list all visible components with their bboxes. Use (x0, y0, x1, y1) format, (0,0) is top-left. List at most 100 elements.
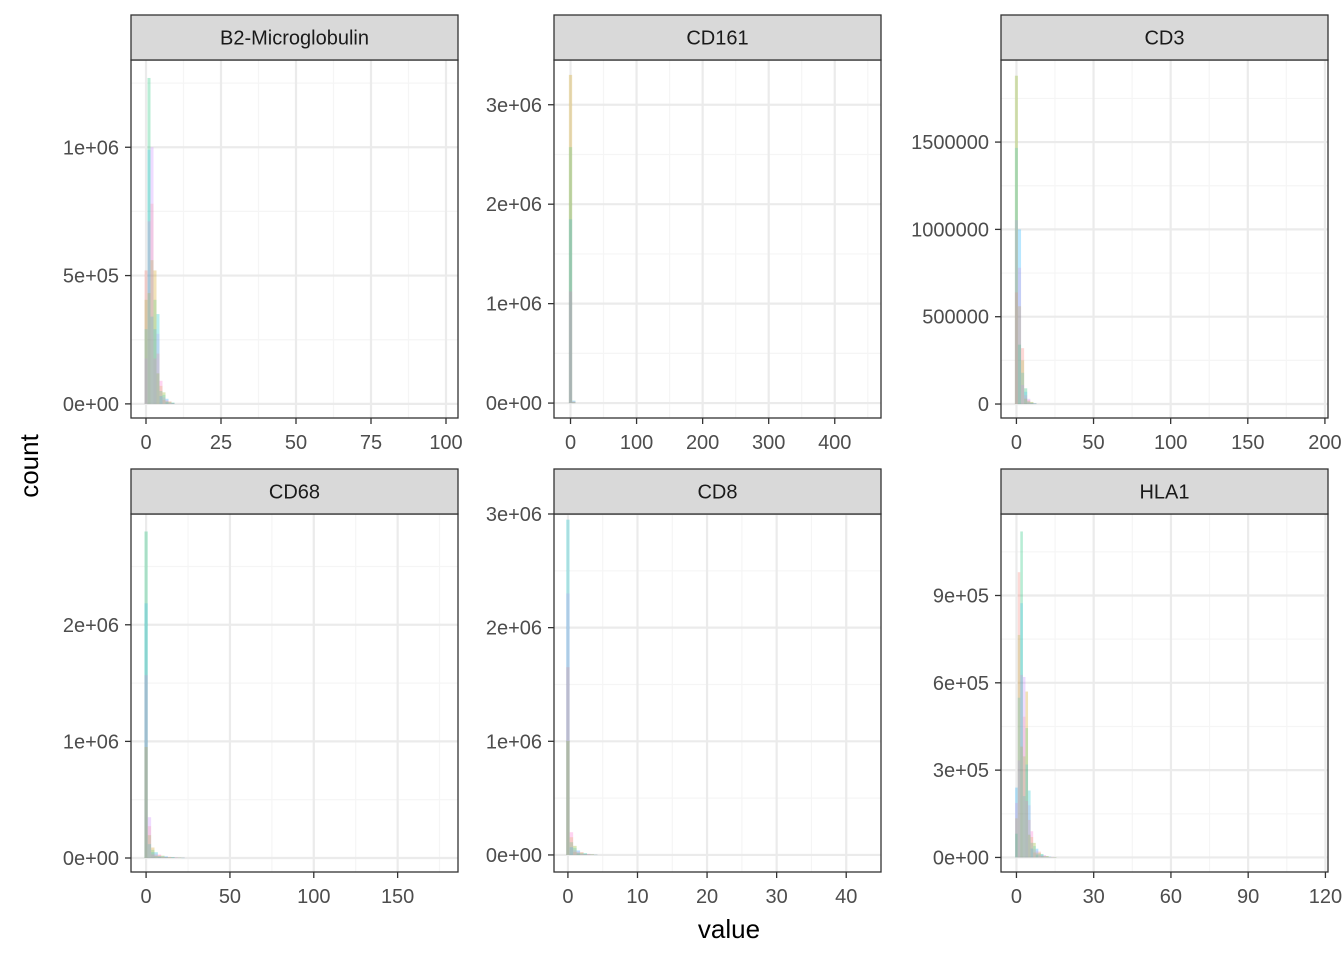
x-tick-label: 10 (626, 886, 648, 908)
histogram-bar-layer (568, 291, 573, 404)
histogram-bar-layer (572, 402, 576, 404)
histogram-bar-layer (157, 855, 162, 859)
histogram-bar-layer (159, 390, 163, 404)
histogram-bar-layer (156, 333, 160, 404)
histogram-bar-layer (1030, 402, 1034, 405)
histogram-bar (583, 853, 588, 855)
histogram-bar (1035, 848, 1039, 858)
facet-strip (130, 468, 459, 515)
histogram-bar-layer (151, 854, 155, 859)
histogram-bar-layer (1017, 267, 1022, 405)
histogram-bar (151, 847, 155, 859)
histogram-bar-layer (566, 740, 570, 855)
histogram-bar (1038, 851, 1041, 858)
x-tick-label: 50 (285, 432, 307, 454)
y-tick-label: 2e+06 (486, 194, 542, 216)
histogram-bar-layer (144, 675, 148, 859)
histogram-bar-layer (159, 396, 163, 404)
histogram-bar-layer (576, 853, 581, 855)
x-tick-label: 400 (818, 432, 851, 454)
histogram-bar (150, 147, 154, 404)
histogram-bar-layer (1017, 760, 1021, 858)
y-tick-label: 0 (978, 394, 989, 416)
x-tick-label: 150 (381, 886, 414, 908)
facet-strip (130, 14, 459, 61)
y-tick-label: 1000000 (911, 219, 989, 241)
histogram-bar-layer (1040, 855, 1044, 858)
histogram-bar (1025, 691, 1029, 858)
histogram-bar (147, 77, 151, 404)
histogram-bar-layer (1030, 402, 1034, 405)
facet-strip-title: CD68 (269, 482, 320, 504)
histogram-bar-layer (147, 826, 152, 859)
histogram-bar (1053, 857, 1057, 858)
y-tick-label: 9e+05 (933, 585, 989, 607)
histogram-bar (1027, 398, 1031, 405)
histogram-bar (156, 314, 160, 404)
histogram-bar (566, 519, 570, 855)
histogram-bar (1048, 856, 1052, 858)
histogram-bar-layer (144, 746, 148, 859)
histogram-bar-layer (566, 667, 570, 855)
histogram-bar-layer (1033, 846, 1036, 858)
histogram-bar (1017, 229, 1022, 405)
histogram-bar-layer (168, 403, 172, 404)
x-tick-label: 0 (565, 432, 576, 454)
x-tick-label: 100 (297, 886, 330, 908)
panel-background (131, 514, 458, 872)
histogram-bar-layer (1038, 852, 1041, 858)
histogram-bar-layer (1020, 603, 1023, 858)
x-axis-title: value (698, 914, 760, 944)
histogram-bar-layer (1014, 147, 1018, 405)
y-tick-label: 3e+06 (486, 504, 542, 526)
histogram-bar-layer (151, 852, 155, 859)
histogram-bar-layer (157, 856, 162, 859)
y-tick-label: 500000 (922, 307, 989, 329)
histogram-bar-layer (1022, 796, 1026, 858)
histogram-bar-layer (583, 853, 588, 855)
facet-strip (1000, 14, 1329, 61)
histogram-bar-layer (1027, 399, 1031, 405)
panel-background (554, 60, 881, 418)
histogram-bar-layer (576, 851, 581, 855)
histogram-bar-layer (162, 394, 166, 404)
histogram-bar-layer (154, 856, 158, 859)
y-tick-label: 0e+00 (486, 393, 542, 415)
histogram-bar-layer (1015, 802, 1018, 858)
y-tick-label: 0e+00 (933, 847, 989, 869)
facet-strip-title: CD161 (686, 28, 748, 50)
histogram-bar (153, 270, 157, 404)
histogram-bar-layer (1028, 819, 1031, 858)
histogram-bar (569, 832, 574, 855)
x-tick-label: 0 (562, 886, 573, 908)
histogram-bar-layer (154, 854, 158, 859)
histogram-bar-layer (150, 260, 154, 404)
histogram-bar (590, 854, 595, 855)
facet-strip (1000, 468, 1329, 515)
histogram-bar-layer (1030, 403, 1034, 405)
histogram-bar-layer (161, 857, 165, 859)
histogram-bar-layer (1040, 854, 1044, 858)
y-tick-label: 6e+05 (933, 673, 989, 695)
histogram-bar-layer (147, 149, 151, 404)
histogram-bar-layer (156, 373, 160, 404)
histogram-bar (144, 531, 148, 859)
histogram-bar-layer (165, 399, 169, 404)
facet-panel: HLA1 0e+00 3e+05 6e+05 9e+05 0 30 60 90 120 (933, 468, 1342, 908)
x-tick-label: 100 (1154, 432, 1187, 454)
histogram-bar-layer (153, 329, 157, 404)
histogram-bar-layer (1021, 372, 1025, 405)
histogram-bar-layer (1022, 716, 1026, 858)
histogram-bar-layer (150, 203, 154, 404)
histogram-bar-layer (587, 854, 591, 855)
facet-strip-title: HLA1 (1139, 482, 1189, 504)
histogram-bar-layer (144, 329, 148, 404)
x-tick-label: 100 (429, 432, 462, 454)
histogram-bar (168, 401, 172, 404)
histogram-bar (1033, 403, 1037, 405)
histogram-bar-layer (171, 857, 175, 859)
x-tick-label: 150 (1231, 432, 1264, 454)
histogram-bar-layer (573, 851, 577, 855)
histogram-bar-layer (165, 401, 169, 404)
